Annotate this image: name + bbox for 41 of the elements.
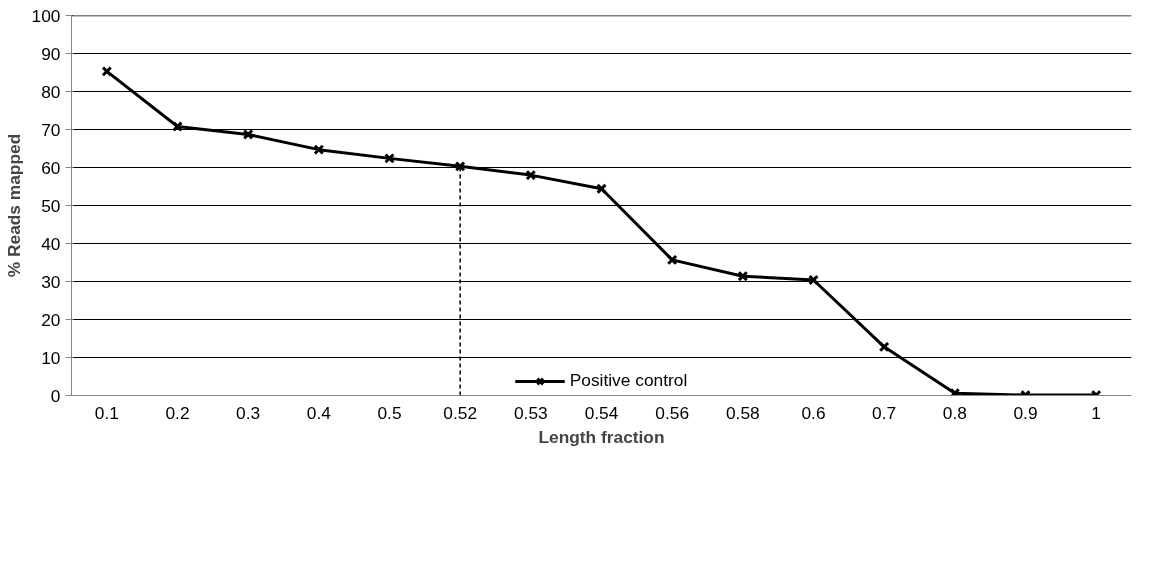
y-tick-label: 90 bbox=[41, 43, 61, 64]
x-tick-label: 0.53 bbox=[513, 402, 548, 423]
y-tick-label: 80 bbox=[41, 81, 61, 102]
point bbox=[525, 169, 537, 181]
point bbox=[808, 274, 819, 286]
x-tick-label: 0.56 bbox=[655, 402, 690, 423]
x-tick-label: 0.2 bbox=[165, 402, 190, 423]
x-tick-label: 0.1 bbox=[94, 402, 119, 423]
x-tick-label: 1 bbox=[1091, 402, 1101, 423]
point bbox=[101, 65, 113, 77]
x-tick-label: 0.5 bbox=[377, 402, 402, 423]
point bbox=[384, 152, 395, 164]
x-tick-label: 0.8 bbox=[942, 402, 967, 423]
y-tick-label: 20 bbox=[41, 309, 61, 330]
x-tick-label: 0.9 bbox=[1013, 402, 1038, 423]
x-tick-label: 0.58 bbox=[725, 402, 760, 423]
point bbox=[666, 254, 678, 266]
y-tick-label: 40 bbox=[41, 233, 61, 254]
y-axis-title: % Reads mapped bbox=[3, 133, 24, 278]
point bbox=[596, 183, 607, 195]
point bbox=[242, 129, 254, 140]
y-tick-label: 60 bbox=[41, 157, 61, 178]
y-tick-label: 70 bbox=[41, 119, 61, 140]
x-tick-label: 0.4 bbox=[306, 402, 332, 423]
y-tick-label: 30 bbox=[41, 271, 61, 292]
x-tick-label: 0.6 bbox=[801, 402, 826, 423]
y-tick-label: 50 bbox=[41, 195, 61, 216]
point bbox=[737, 270, 749, 282]
y-tick-label: 10 bbox=[41, 347, 61, 368]
x-tick-label: 0.7 bbox=[872, 402, 897, 423]
y-tick-label: 100 bbox=[31, 5, 61, 26]
point bbox=[878, 341, 890, 353]
legend-label: Positive control bbox=[569, 370, 688, 391]
point bbox=[454, 160, 466, 172]
point bbox=[313, 144, 325, 156]
x-tick-label: 0.54 bbox=[584, 402, 619, 423]
y-tick-label: 0 bbox=[50, 385, 61, 406]
x-axis-title: Length fraction bbox=[538, 426, 665, 447]
x-tick-label: 0.52 bbox=[443, 402, 478, 423]
point bbox=[172, 121, 183, 132]
x-tick-label: 0.3 bbox=[236, 402, 261, 423]
